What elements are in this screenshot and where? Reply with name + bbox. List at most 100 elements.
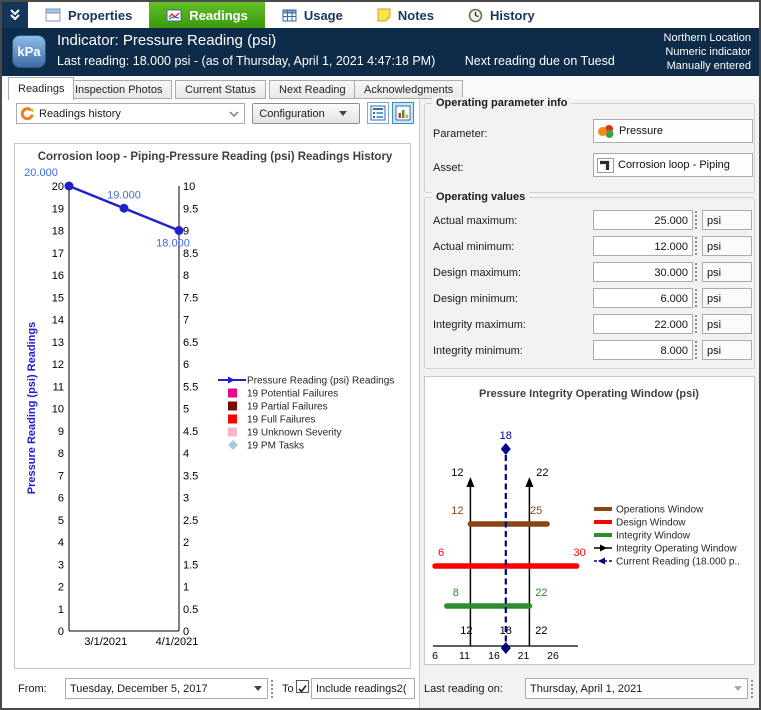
spinner-grip[interactable] — [695, 211, 698, 229]
notes-sticky-icon — [377, 8, 391, 22]
usage-table-icon — [282, 9, 297, 21]
svg-text:17: 17 — [52, 248, 64, 260]
asset-label: Asset: — [433, 162, 464, 174]
spinner-grip[interactable] — [695, 237, 698, 255]
last-reading-date-value: Thursday, April 1, 2021 — [530, 682, 643, 695]
chevron-down-icon — [229, 111, 239, 117]
svg-text:3/1/2021: 3/1/2021 — [84, 636, 127, 648]
parameter-value: Pressure — [619, 125, 664, 137]
svg-text:22: 22 — [536, 467, 548, 479]
svg-text:14: 14 — [52, 315, 64, 327]
svg-text:4: 4 — [183, 448, 189, 460]
spinner-grip[interactable] — [695, 341, 698, 359]
svg-text:15: 15 — [52, 292, 64, 304]
operating-value-input[interactable]: 8.000 — [593, 340, 693, 360]
readings-view-combo-value: Readings history — [39, 107, 121, 120]
svg-text:2: 2 — [183, 537, 189, 549]
operating-value-input[interactable]: 12.000 — [593, 236, 693, 256]
chart-view-button[interactable] — [392, 102, 414, 124]
svg-text:20: 20 — [52, 181, 64, 193]
svg-text:0.5: 0.5 — [183, 604, 198, 616]
tab-notes-label: Notes — [397, 7, 434, 23]
operating-value-input[interactable]: 22.000 — [593, 314, 693, 334]
collapse-ribbon-button[interactable] — [2, 2, 28, 28]
svg-text:22: 22 — [535, 587, 547, 599]
svg-text:6.5: 6.5 — [183, 337, 198, 349]
svg-text:8: 8 — [453, 587, 459, 599]
tab-history[interactable]: History — [451, 2, 552, 28]
subtab-current-status[interactable]: Current Status — [175, 80, 266, 99]
subtab-next-reading[interactable]: Next Reading — [269, 80, 356, 99]
last-reading-combo-grip[interactable] — [751, 680, 754, 698]
parameter-field[interactable]: Pressure — [593, 119, 753, 143]
double-chevron-down-icon — [10, 9, 20, 21]
operating-value-input[interactable]: 6.000 — [593, 288, 693, 308]
operating-parameter-info-group: Operating parameter info Parameter: Pres… — [424, 97, 755, 193]
operating-value-input[interactable]: 30.000 — [593, 262, 693, 282]
svg-text:12: 12 — [451, 505, 463, 517]
svg-text:19: 19 — [52, 203, 64, 215]
svg-text:Corrosion loop - Piping-Pressu: Corrosion loop - Piping-Pressure Reading… — [38, 151, 393, 163]
indicator-header: kPa Indicator: Pressure Reading (psi) La… — [2, 28, 759, 76]
unit-box: psi — [702, 210, 752, 230]
tab-readings[interactable]: Readings — [149, 2, 265, 28]
subtab-next-reading-label: Next Reading — [279, 84, 346, 96]
last-reading-date-combo[interactable]: Thursday, April 1, 2021 — [525, 678, 748, 699]
parameter-spheres-icon — [598, 124, 614, 138]
svg-text:9: 9 — [58, 426, 64, 438]
entry-mode-text: Manually entered — [666, 60, 751, 72]
subtab-readings[interactable]: Readings — [8, 77, 75, 100]
svg-text:8: 8 — [183, 270, 189, 282]
unit-box: psi — [702, 288, 752, 308]
spinner-grip[interactable] — [695, 263, 698, 281]
svg-text:12: 12 — [460, 625, 472, 637]
svg-text:1: 1 — [183, 582, 189, 594]
svg-text:8: 8 — [58, 448, 64, 460]
list-view-button[interactable] — [367, 102, 389, 124]
last-reading-line: Last reading: 18.000 psi - (as of Thursd… — [57, 54, 615, 68]
svg-text:19 Full Failures: 19 Full Failures — [247, 415, 315, 426]
from-combo-grip[interactable] — [271, 680, 274, 698]
last-reading-dropdown-arrow-icon — [734, 686, 742, 691]
readings-history-chart-panel: Corrosion loop - Piping-Pressure Reading… — [14, 143, 411, 669]
from-date-value: Tuesday, December 5, 2017 — [70, 682, 208, 695]
subtab-acknowledgments-label: Acknowledgments — [364, 84, 454, 96]
to-checkbox[interactable] — [296, 680, 309, 693]
tab-properties[interactable]: Properties — [28, 2, 149, 28]
include-readings-field[interactable]: Include readings2( — [311, 678, 415, 699]
spinner-grip[interactable] — [695, 315, 698, 333]
tab-usage[interactable]: Usage — [265, 2, 360, 28]
svg-text:16: 16 — [488, 650, 500, 662]
readings-view-combo[interactable]: Readings history — [16, 103, 245, 124]
svg-text:19 Partial Failures: 19 Partial Failures — [247, 402, 328, 413]
operating-value-label: Design minimum: — [433, 293, 518, 305]
svg-text:5.5: 5.5 — [183, 381, 198, 393]
corrosion-loop-pipe-icon — [597, 157, 614, 173]
tab-readings-label: Readings — [189, 7, 248, 23]
svg-text:20.000: 20.000 — [24, 167, 58, 179]
subtab-acknowledgments[interactable]: Acknowledgments — [354, 80, 464, 99]
chart-view-icon — [395, 105, 411, 121]
operating-value-input[interactable]: 25.000 — [593, 210, 693, 230]
to-label: To — [282, 683, 294, 695]
svg-text:5: 5 — [183, 404, 189, 416]
spinner-grip[interactable] — [695, 289, 698, 307]
tab-notes[interactable]: Notes — [360, 2, 451, 28]
from-date-combo[interactable]: Tuesday, December 5, 2017 — [65, 678, 268, 699]
subtab-inspection-photos[interactable]: Inspection Photos — [65, 80, 173, 99]
operating-value-label: Actual minimum: — [433, 241, 515, 253]
operating-value-label: Integrity minimum: — [433, 345, 523, 357]
dropdown-arrow-icon — [338, 111, 347, 116]
svg-text:Integrity Operating Window: Integrity Operating Window — [616, 544, 737, 555]
operating-value-label: Integrity maximum: — [433, 319, 526, 331]
svg-text:Pressure Reading (psi) Reading: Pressure Reading (psi) Readings — [26, 322, 38, 494]
svg-text:4/1/2021: 4/1/2021 — [156, 636, 199, 648]
asset-field[interactable]: Corrosion loop - Piping — [593, 153, 753, 177]
from-dropdown-arrow-icon — [254, 686, 262, 691]
configuration-button[interactable]: Configuration — [252, 103, 360, 124]
svg-text:8.5: 8.5 — [183, 248, 198, 260]
parameter-label: Parameter: — [433, 128, 488, 140]
svg-text:10: 10 — [52, 404, 64, 416]
svg-text:22: 22 — [535, 625, 547, 637]
svg-text:6: 6 — [432, 650, 438, 662]
